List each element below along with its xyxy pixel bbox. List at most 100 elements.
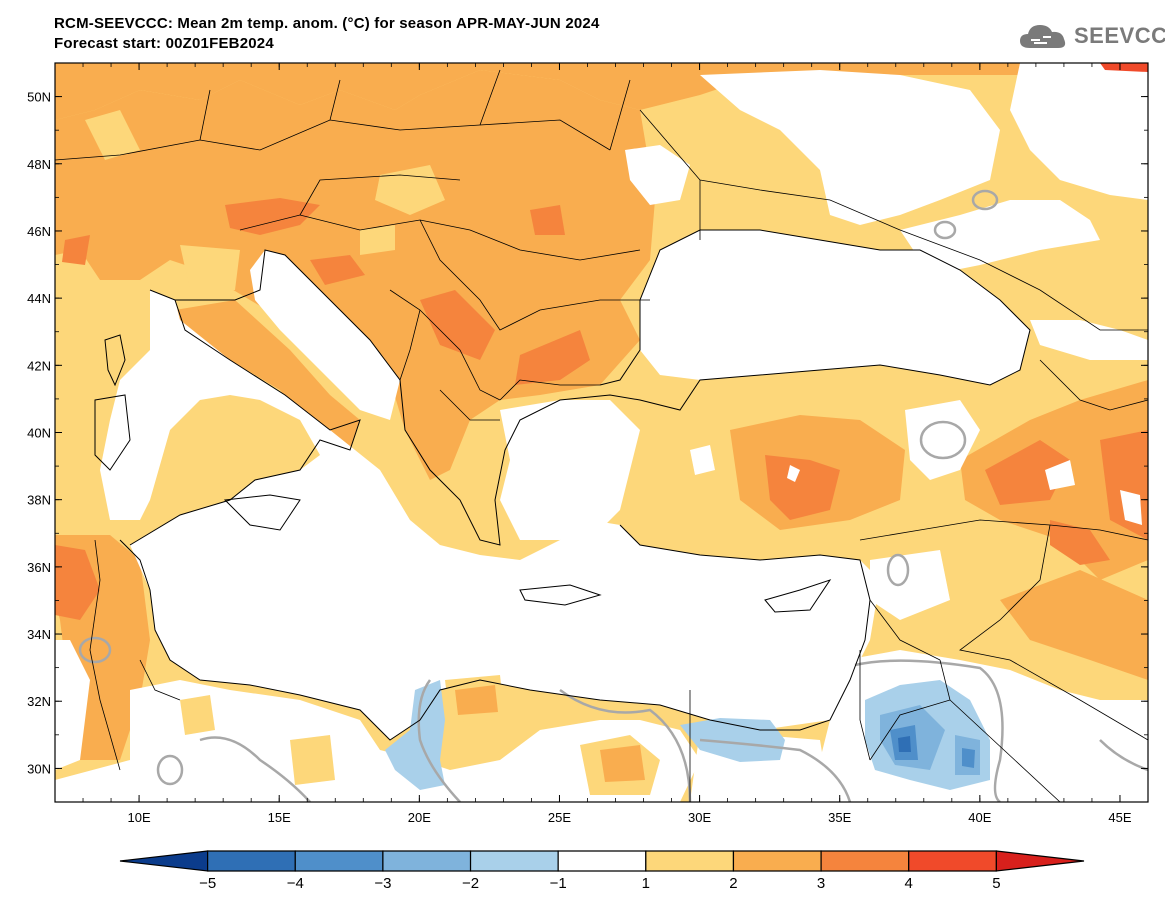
- border-line: [299, 174, 650, 331]
- anomaly-fill-3-4: [515, 330, 590, 385]
- sicily-coast: [223, 494, 301, 531]
- lat-tick-label: 46N: [27, 224, 51, 239]
- colorbar-segment: [908, 850, 997, 872]
- border-line: [869, 659, 1061, 802]
- anomaly-fill-neutral: [55, 680, 700, 802]
- coastline: [129, 299, 361, 546]
- anomaly-fill-1-2: [180, 695, 215, 735]
- colorbar-label: 1: [642, 875, 650, 892]
- anomaly-fill-1-2: [360, 225, 395, 255]
- border-line: [1039, 359, 1148, 411]
- anomaly-fill-3-4: [420, 290, 495, 360]
- anomaly-fill-1-2: [290, 735, 335, 785]
- title-line-2: Forecast start: 00Z01FEB2024: [54, 35, 274, 52]
- zero-contour-line: [971, 189, 999, 211]
- lat-tick-label: 44N: [27, 291, 51, 306]
- colorbar-label: −3: [374, 875, 391, 892]
- anomaly-fill-4-5: [1100, 63, 1148, 72]
- anomaly-fill-2-3: [600, 745, 645, 782]
- colorbar-segment: [382, 850, 472, 872]
- colorbar: −5 −4 −3 −2 −1 1 2 3 4 5: [119, 850, 1085, 892]
- lat-tick-label: 50N: [27, 90, 51, 105]
- anomaly-fill-neutral: [500, 400, 640, 540]
- anomaly-fill-neutral: [1010, 63, 1148, 200]
- anomaly-fill-2-3: [55, 63, 1070, 120]
- anomaly-fill-3-4: [765, 455, 840, 520]
- border-line: [439, 379, 600, 421]
- anomaly-fill-2-3: [1000, 570, 1148, 680]
- zero-contour-line: [156, 754, 184, 786]
- map-title: RCM-SEEVCCC: Mean 2m temp. anom. (°C) fo…: [54, 14, 600, 54]
- lat-tick-label: 34N: [27, 627, 51, 642]
- zero-contour-line: [199, 736, 311, 802]
- coastline: [119, 524, 871, 741]
- colorbar-label: −4: [287, 875, 304, 892]
- border-line: [89, 539, 181, 771]
- anomaly-fill-neutral: [250, 250, 400, 420]
- colorbar-segment: [294, 850, 384, 872]
- cyprus-coast: [764, 579, 832, 613]
- anomaly-fill-2-3: [455, 685, 498, 715]
- anomaly-fill-3-4: [985, 440, 1070, 505]
- border-line: [859, 599, 941, 761]
- logo-text: SEEVCCC: [1074, 23, 1165, 48]
- coastlines: [94, 229, 1031, 741]
- border-line: [639, 109, 901, 240]
- zero-contours: [78, 189, 1148, 802]
- zero-contour-line: [699, 738, 852, 802]
- lat-tick-label: 32N: [27, 694, 51, 709]
- border-line: [859, 519, 1148, 541]
- title-line-1: RCM-SEEVCCC: Mean 2m temp. anom. (°C) fo…: [54, 15, 600, 32]
- colorbar-segment: [207, 850, 296, 872]
- anomaly-fill-neg-3-4: [962, 748, 975, 768]
- colorbar-segment: [995, 850, 1085, 872]
- anomaly-fill-neutral: [1045, 460, 1075, 490]
- latitude-axis: 30N 32N 34N 36N 38N 40N 42N 44N 46N 48N 50N: [27, 62, 1148, 803]
- sardinia-coast: [94, 394, 131, 471]
- coastline: [149, 229, 1031, 546]
- anomaly-fill-neutral: [55, 640, 90, 770]
- border-line: [899, 229, 1148, 331]
- anomaly-fill-neutral: [905, 400, 980, 480]
- colorbar-segment: [557, 850, 647, 872]
- lat-tick-label: 40N: [27, 426, 51, 441]
- anomaly-fill-neutral: [870, 550, 950, 620]
- anomaly-fill-neutral: [625, 145, 690, 205]
- lat-tick-label: 30N: [27, 761, 51, 776]
- anomaly-fill-3-4: [1050, 520, 1110, 565]
- anomaly-fill-neg-1-2: [680, 718, 785, 762]
- anomaly-fill-3-4: [55, 545, 100, 620]
- longitude-axis: 10E 15E 20E 25E 30E 35E 40E 45E: [54, 63, 1149, 825]
- lon-tick-label: 45E: [1108, 810, 1131, 825]
- colorbar-label: −1: [550, 875, 567, 892]
- lat-tick-label: 36N: [27, 560, 51, 575]
- anomaly-fill-2-3: [175, 300, 360, 450]
- lon-tick-label: 20E: [408, 810, 431, 825]
- anomaly-fill-neutral: [100, 290, 880, 740]
- border-line: [239, 214, 641, 261]
- anomaly-field: [55, 63, 1148, 802]
- zero-contour-line: [886, 553, 910, 587]
- cloud-icon: [1020, 25, 1066, 48]
- zero-contour-line: [933, 220, 957, 240]
- border-line: [959, 524, 1148, 741]
- anomaly-fill-neutral: [787, 465, 800, 482]
- border-line: [199, 69, 631, 151]
- zero-contour-line: [919, 420, 967, 460]
- colorbar-segment: [732, 850, 822, 872]
- anomaly-fill-1-2: [85, 110, 140, 160]
- border-line: [389, 289, 501, 401]
- colorbar-label: 4: [905, 875, 913, 892]
- colorbar-segment: [645, 850, 735, 872]
- anomaly-fill-3-4: [62, 235, 90, 265]
- anomaly-fill-3-4: [310, 255, 365, 285]
- colorbar-segment: [820, 850, 910, 872]
- colorbar-segment: [119, 850, 209, 872]
- colorbar-label: 2: [729, 875, 737, 892]
- corsica-coast: [104, 334, 126, 387]
- colorbar-label: −5: [199, 875, 216, 892]
- anomaly-fill-neutral: [690, 445, 715, 475]
- colorbar-label: 3: [817, 875, 825, 892]
- lat-tick-label: 42N: [27, 358, 51, 373]
